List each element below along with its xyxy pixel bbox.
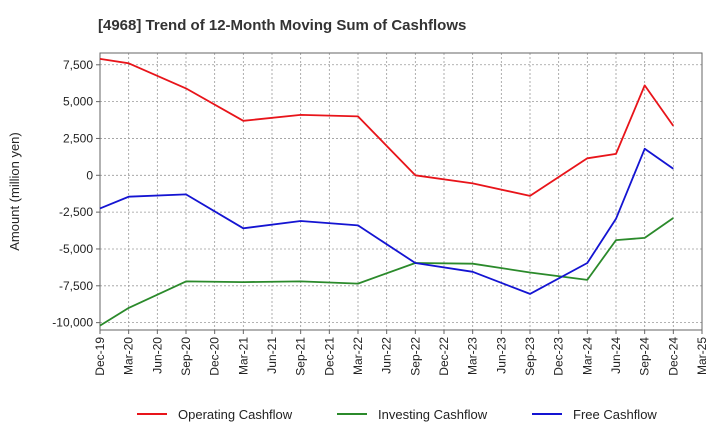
x-tick-label: Mar-21 (236, 337, 250, 375)
x-tick-label: Dec-23 (552, 337, 566, 376)
x-tick-label: Mar-25 (695, 337, 709, 375)
y-tick-label: -10,000 (52, 316, 93, 330)
y-axis: 7,500 5,000 2,500 0 -2,500 -5,000 -7,500 -10,00… (52, 58, 100, 330)
y-tick-label: 0 (86, 168, 93, 182)
x-tick-label: Sep-21 (294, 337, 308, 376)
series-line-operating-cashflow (99, 58, 675, 197)
y-tick-label: -7,500 (59, 279, 93, 293)
y-tick-label: 7,500 (63, 58, 93, 72)
x-tick-label: Sep-20 (179, 337, 193, 376)
x-tick-label: Dec-24 (666, 337, 680, 376)
legend-label: Free Cashflow (573, 407, 657, 422)
y-tick-label: 5,000 (63, 95, 93, 109)
x-tick-label: Sep-24 (638, 337, 652, 376)
y-tick-label: -2,500 (59, 205, 93, 219)
x-axis: Dec-19 Mar-20 Jun-20 Sep-20 Dec-20 Mar-21 Jun-… (93, 330, 709, 376)
x-tick-label: Dec-22 (437, 337, 451, 376)
x-tick-label: Jun-20 (150, 337, 164, 374)
x-tick-label: Jun-22 (380, 337, 394, 374)
legend: Operating Cashflow Investing Cashflow Free… (137, 407, 657, 422)
y-tick-label: 2,500 (63, 131, 93, 145)
y-tick-label: -5,000 (59, 242, 93, 256)
legend-label: Investing Cashflow (378, 407, 488, 422)
x-tick-label: Jun-23 (494, 337, 508, 374)
y-axis-title: Amount (million yen) (7, 132, 22, 251)
x-tick-label: Jun-21 (265, 337, 279, 374)
x-tick-label: Dec-21 (322, 337, 336, 376)
x-tick-label: Mar-23 (466, 337, 480, 375)
grid (99, 53, 703, 330)
x-tick-label: Mar-20 (122, 337, 136, 375)
x-tick-label: Dec-19 (93, 337, 107, 376)
x-tick-label: Sep-23 (523, 337, 537, 376)
x-tick-label: Jun-24 (609, 337, 623, 374)
chart-title: [4968] Trend of 12-Month Moving Sum of C… (98, 17, 466, 34)
x-tick-label: Dec-20 (208, 337, 222, 376)
legend-label: Operating Cashflow (178, 407, 293, 422)
x-tick-label: Mar-24 (580, 337, 594, 375)
series-layer (99, 58, 675, 327)
x-tick-label: Mar-22 (351, 337, 365, 375)
x-tick-label: Sep-22 (408, 337, 422, 376)
series-line-free-cashflow (99, 147, 674, 295)
plot-frame (99, 52, 703, 331)
